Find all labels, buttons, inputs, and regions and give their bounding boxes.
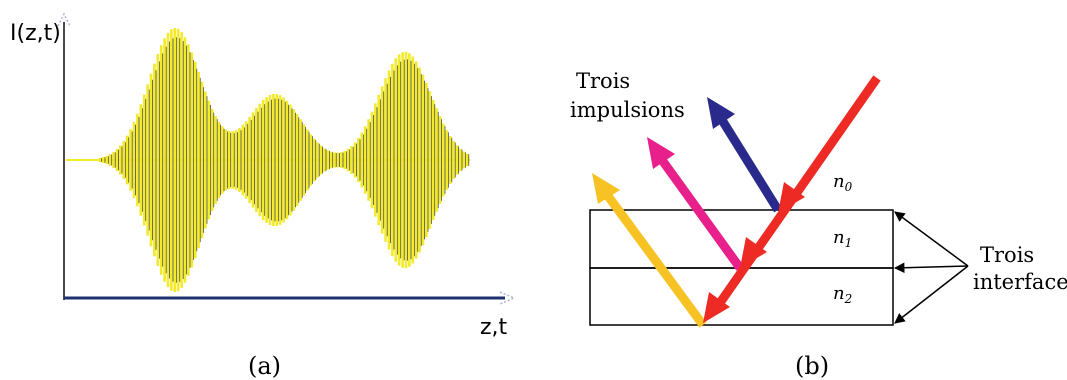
- index-n0: n0: [833, 171, 853, 194]
- interfaces-label-line2: interfaces: [973, 270, 1067, 294]
- x-axis-arrowhead: [499, 291, 516, 305]
- reflection-arrowhead-3: [592, 173, 620, 204]
- intensity-signal: [66, 28, 470, 292]
- panel-b: Trois impulsions Trois interfaces n0 n1 …: [570, 69, 1067, 380]
- incident-arrowhead-middle: [740, 237, 767, 268]
- incident-arrowhead-lower: [703, 292, 730, 323]
- reflection-beam-3: [604, 193, 707, 328]
- incident-arrowhead-upper: [778, 182, 805, 213]
- pulses-label-line1: Trois: [576, 69, 630, 93]
- caption-b: (b): [795, 352, 829, 380]
- caption-a: (a): [248, 352, 281, 380]
- pulses-label-line2: impulsions: [570, 98, 685, 122]
- y-axis-label: I(z,t): [10, 21, 61, 46]
- index-n2: n2: [833, 283, 852, 306]
- interfaces-label-line1: Trois: [980, 243, 1034, 267]
- index-n1: n1: [833, 227, 852, 250]
- x-axis-label: z,t: [480, 315, 508, 340]
- reflection-arrowhead-2: [647, 137, 675, 169]
- reflection-arrowhead-1: [707, 97, 735, 129]
- panel-a: I(z,t) z,t (a): [10, 12, 516, 380]
- interface-arrow-bottom: [894, 265, 969, 324]
- reflection-beam-1: [718, 117, 782, 213]
- y-axis-arrowhead: [57, 12, 71, 27]
- interface-arrow-top: [894, 211, 969, 267]
- interface-arrow-middle: [893, 262, 969, 273]
- reflection-beam-2: [658, 157, 744, 271]
